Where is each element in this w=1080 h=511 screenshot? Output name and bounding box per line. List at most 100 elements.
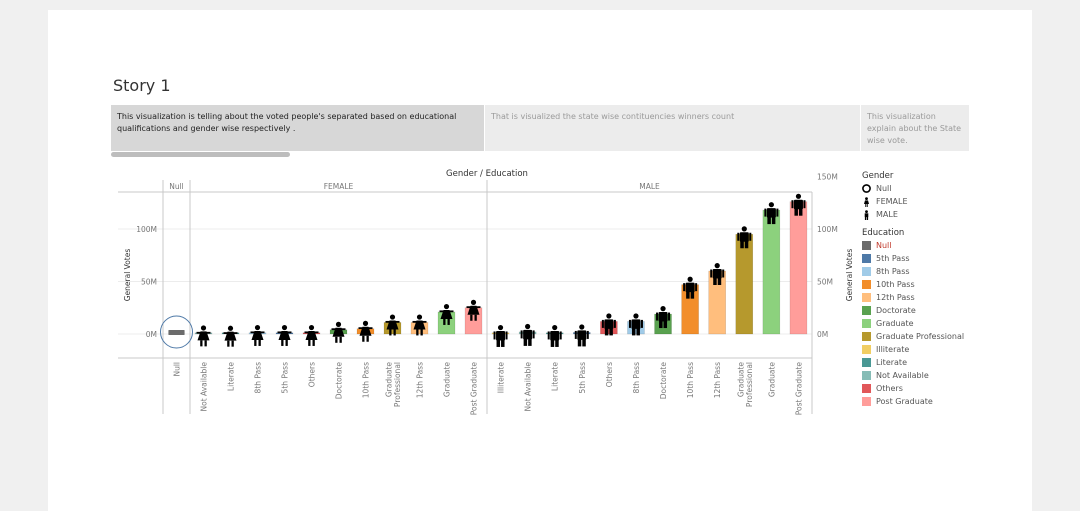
x-tick-label-others: Others bbox=[605, 362, 614, 387]
legend-item-education-illiterate[interactable]: Illiterate bbox=[862, 343, 974, 356]
bar-male-doctorate: Doctorate bbox=[654, 306, 672, 400]
bar-female-others: Others bbox=[302, 324, 321, 387]
x-tick-label-graduate-professional: Professional bbox=[745, 362, 754, 407]
x-tick-label-others: Others bbox=[308, 362, 317, 387]
legend-label: 12th Pass bbox=[876, 293, 915, 302]
bar-male-post-graduate: Post Graduate bbox=[789, 193, 808, 416]
legend-label: Literate bbox=[876, 358, 907, 367]
right-tick-label: 50M bbox=[817, 278, 833, 287]
x-tick-label-5th-pass: 5th Pass bbox=[281, 362, 290, 394]
bar-male-not-available: Not Available bbox=[518, 323, 537, 412]
bar-male-illiterate: Illiterate bbox=[491, 324, 510, 393]
legend-label: 8th Pass bbox=[876, 267, 910, 276]
legend-item-education-graduate[interactable]: Graduate bbox=[862, 317, 974, 330]
color-swatch bbox=[862, 319, 871, 328]
legend-item-gender-female[interactable]: FEMALE bbox=[862, 195, 974, 208]
bar-female-post-graduate: Post Graduate bbox=[464, 299, 483, 416]
legend-label: Others bbox=[876, 384, 903, 393]
story-scrollbar[interactable] bbox=[111, 152, 290, 157]
gender-legend: Null FEMALE MALE bbox=[862, 182, 974, 221]
bar-null-null: Null bbox=[160, 315, 193, 377]
story-title: Story 1 bbox=[113, 76, 171, 95]
x-tick-label-8th-pass: 8th Pass bbox=[254, 362, 263, 394]
right-tick-label: 100M bbox=[817, 225, 838, 234]
x-tick-label-literate: Literate bbox=[227, 362, 236, 391]
bar-female-5th-pass: 5th Pass bbox=[275, 324, 294, 394]
story-point-3[interactable]: This visualization explain about the Sta… bbox=[861, 105, 969, 151]
x-tick-label-graduate: Graduate bbox=[767, 362, 776, 398]
color-swatch bbox=[862, 241, 871, 250]
x-tick-label-12th-pass: 12th Pass bbox=[713, 362, 722, 398]
color-swatch bbox=[862, 293, 871, 302]
legend-item-education-12th-pass[interactable]: 12th Pass bbox=[862, 291, 974, 304]
bar-male-literate: Literate bbox=[545, 324, 564, 391]
bar-female-8th-pass: 8th Pass bbox=[248, 324, 267, 394]
x-tick-label-post-graduate: Post Graduate bbox=[794, 362, 803, 416]
legend-label: Graduate Professional bbox=[876, 332, 965, 341]
legend-label: Illiterate bbox=[876, 345, 910, 354]
legend-item-education-not-available[interactable]: Not Available bbox=[862, 369, 974, 382]
legend-item-gender-null[interactable]: Null bbox=[862, 182, 974, 195]
legend-label: Graduate bbox=[876, 319, 914, 328]
legend: Gender Null FEMALE MALE Education Null 5th … bbox=[862, 170, 974, 408]
left-tick-label: 0M bbox=[146, 330, 157, 339]
legend-item-education-null[interactable]: Null bbox=[862, 239, 974, 252]
story-point-1[interactable]: This visualization is telling about the … bbox=[111, 105, 484, 151]
male-figure-icon bbox=[862, 209, 871, 220]
panel-header-male: MALE bbox=[639, 182, 660, 191]
bar-male-5th-pass: 5th Pass bbox=[573, 324, 591, 394]
bar-male-8th-pass: 8th Pass bbox=[627, 313, 645, 394]
x-tick-label-10th-pass: 10th Pass bbox=[362, 362, 371, 398]
legend-item-education-post-graduate[interactable]: Post Graduate bbox=[862, 395, 974, 408]
x-tick-label-graduate-professional: Graduate bbox=[736, 362, 745, 398]
x-tick-label-10th-pass: 10th Pass bbox=[686, 362, 695, 398]
x-tick-label-doctorate: Doctorate bbox=[335, 362, 344, 400]
story-point-2[interactable]: That is visualized the state wise contit… bbox=[485, 105, 860, 151]
panel-header-female: FEMALE bbox=[324, 182, 354, 191]
x-tick-label-graduate-professional: Professional bbox=[393, 362, 402, 407]
left-tick-label: 50M bbox=[141, 278, 157, 287]
bar-female-doctorate: Doctorate bbox=[329, 321, 348, 400]
bar-female-literate: Literate bbox=[221, 325, 240, 391]
y-axis-title-right: General Votes bbox=[845, 249, 854, 302]
bar-female-10th-pass: 10th Pass bbox=[356, 320, 375, 398]
x-tick-label-not-available: Not Available bbox=[524, 362, 533, 412]
legend-item-education-graduate-professional[interactable]: Graduate Professional bbox=[862, 330, 974, 343]
x-tick-label-not-available: Not Available bbox=[200, 362, 209, 412]
bar-male-10th-pass: 10th Pass bbox=[681, 276, 699, 398]
legend-item-education-doctorate[interactable]: Doctorate bbox=[862, 304, 974, 317]
bar-male-graduate: Graduate bbox=[762, 202, 781, 398]
right-tick-label: 150M bbox=[817, 173, 838, 182]
legend-item-education-literate[interactable]: Literate bbox=[862, 356, 974, 369]
story-navigator[interactable]: This visualization is telling about the … bbox=[111, 105, 969, 151]
color-swatch bbox=[862, 397, 871, 406]
legend-item-education-8th-pass[interactable]: 8th Pass bbox=[862, 265, 974, 278]
right-tick-label: 0M bbox=[817, 330, 828, 339]
x-tick-label-12th-pass: 12th Pass bbox=[416, 362, 425, 398]
y-axis-title-left: General Votes bbox=[123, 249, 132, 302]
legend-item-education-10th-pass[interactable]: 10th Pass bbox=[862, 278, 974, 291]
legend-item-education-5th-pass[interactable]: 5th Pass bbox=[862, 252, 974, 265]
color-swatch bbox=[862, 254, 871, 263]
x-tick-label-null: Null bbox=[173, 362, 182, 377]
x-tick-label-literate: Literate bbox=[551, 362, 560, 391]
x-tick-label-5th-pass: 5th Pass bbox=[578, 362, 587, 394]
color-swatch bbox=[862, 371, 871, 380]
color-swatch bbox=[862, 384, 871, 393]
legend-label: 5th Pass bbox=[876, 254, 910, 263]
legend-label: Doctorate bbox=[876, 306, 916, 315]
panel-header-null: Null bbox=[169, 182, 184, 191]
x-tick-label-8th-pass: 8th Pass bbox=[632, 362, 641, 394]
x-tick-label-doctorate: Doctorate bbox=[659, 362, 668, 400]
gender-legend-title: Gender bbox=[862, 171, 894, 181]
chart-title: Gender / Education bbox=[446, 169, 528, 179]
bar-male-others: Others bbox=[600, 313, 618, 387]
legend-label: FEMALE bbox=[876, 197, 908, 206]
color-swatch bbox=[862, 306, 871, 315]
legend-item-education-others[interactable]: Others bbox=[862, 382, 974, 395]
legend-item-gender-male[interactable]: MALE bbox=[862, 208, 974, 221]
bar-female-graduate: Graduate bbox=[437, 303, 456, 397]
bar-male-graduate-professional: Graduate Professional bbox=[735, 226, 754, 407]
bar-female-graduate-professional: Graduate Professional bbox=[383, 314, 402, 407]
x-tick-label-post-graduate: Post Graduate bbox=[470, 362, 479, 416]
